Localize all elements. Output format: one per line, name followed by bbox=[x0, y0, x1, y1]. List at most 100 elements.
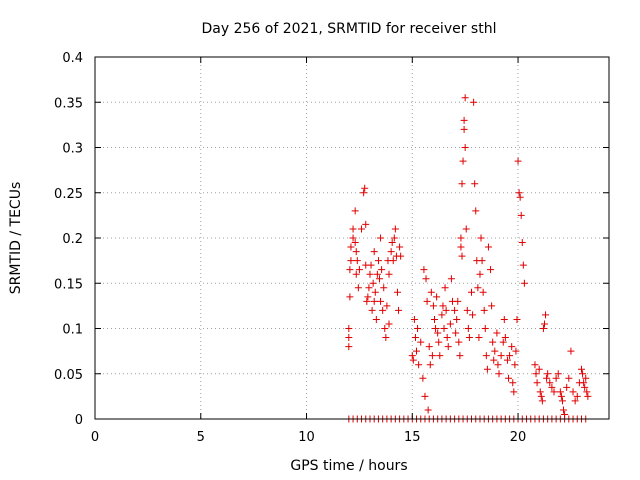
data-point bbox=[457, 234, 465, 242]
data-point bbox=[363, 297, 371, 305]
data-point bbox=[536, 388, 544, 396]
data-point bbox=[454, 297, 462, 305]
data-point bbox=[371, 288, 379, 296]
data-point bbox=[375, 275, 383, 283]
data-point bbox=[353, 257, 361, 265]
data-point bbox=[460, 125, 468, 133]
data-point bbox=[497, 352, 505, 360]
data-point bbox=[455, 338, 463, 346]
data-point bbox=[413, 347, 421, 355]
x-tick-label: 10 bbox=[298, 430, 315, 445]
data-point bbox=[510, 388, 518, 396]
data-point bbox=[573, 392, 581, 400]
data-point bbox=[458, 180, 466, 188]
data-point bbox=[440, 325, 448, 332]
data-point bbox=[453, 315, 461, 323]
data-point bbox=[367, 261, 375, 269]
y-tick-label: 0.15 bbox=[54, 277, 83, 292]
data-point bbox=[377, 297, 385, 305]
data-point bbox=[380, 284, 388, 292]
data-point bbox=[533, 379, 541, 387]
data-point bbox=[515, 189, 523, 197]
data-point bbox=[346, 293, 354, 301]
data-point bbox=[584, 392, 592, 400]
data-point bbox=[494, 361, 502, 369]
data-point bbox=[581, 383, 589, 391]
data-point bbox=[370, 248, 378, 256]
data-point bbox=[368, 306, 376, 314]
y-axis-label: SRMTID / TECUs bbox=[8, 182, 24, 295]
data-point bbox=[409, 356, 417, 364]
data-point bbox=[441, 284, 449, 292]
chart-title: Day 256 of 2021, SRMTID for receiver sth… bbox=[202, 21, 497, 37]
data-point bbox=[531, 361, 539, 369]
data-point bbox=[427, 288, 435, 296]
data-point bbox=[544, 370, 552, 378]
data-point bbox=[480, 306, 488, 314]
data-point bbox=[347, 257, 355, 265]
data-point bbox=[495, 370, 503, 378]
data-point bbox=[540, 320, 548, 328]
data-point bbox=[517, 211, 525, 219]
data-point bbox=[378, 266, 386, 274]
data-point bbox=[519, 261, 527, 269]
y-tick-label: 0.3 bbox=[62, 142, 83, 157]
data-point bbox=[352, 270, 360, 278]
x-axis-label: GPS time / hours bbox=[290, 458, 407, 474]
data-point bbox=[471, 180, 479, 188]
data-point bbox=[475, 334, 483, 342]
data-point bbox=[501, 334, 509, 342]
data-point bbox=[374, 257, 382, 265]
data-point bbox=[474, 284, 482, 292]
data-point bbox=[439, 302, 447, 310]
data-point bbox=[557, 392, 565, 400]
data-point bbox=[508, 343, 516, 351]
data-point bbox=[370, 297, 378, 305]
data-point bbox=[422, 275, 430, 283]
data-point bbox=[436, 352, 444, 360]
data-point bbox=[410, 315, 418, 323]
data-point bbox=[469, 311, 477, 319]
data-point bbox=[397, 252, 405, 260]
data-point bbox=[582, 374, 590, 382]
data-point bbox=[583, 388, 591, 396]
data-point bbox=[546, 379, 554, 387]
data-point bbox=[500, 315, 508, 323]
data-point bbox=[538, 397, 546, 405]
data-point bbox=[420, 266, 428, 274]
data-point bbox=[460, 116, 468, 124]
data-point bbox=[395, 306, 403, 314]
data-point bbox=[349, 234, 357, 242]
data-point bbox=[556, 388, 564, 396]
data-point bbox=[417, 338, 425, 346]
data-point bbox=[389, 257, 397, 265]
data-point bbox=[563, 383, 571, 391]
data-point bbox=[354, 284, 362, 292]
data-point bbox=[490, 356, 498, 364]
data-point bbox=[362, 220, 370, 228]
data-point bbox=[511, 361, 519, 369]
data-point bbox=[442, 306, 450, 314]
data-point bbox=[461, 94, 469, 102]
data-point bbox=[369, 279, 377, 287]
data-point bbox=[569, 388, 577, 396]
data-point bbox=[537, 392, 545, 400]
data-point bbox=[558, 397, 566, 405]
y-tick-label: 0.25 bbox=[54, 187, 83, 202]
data-point bbox=[414, 325, 422, 332]
data-point bbox=[345, 325, 353, 332]
data-point bbox=[377, 234, 385, 242]
data-point bbox=[451, 306, 459, 314]
data-point bbox=[365, 284, 373, 292]
y-axis-ticks: 0 0.05 0.1 0.15 0.2 0.25 0.3 0.35 0.4 bbox=[54, 51, 609, 428]
data-point bbox=[578, 365, 586, 373]
data-point bbox=[349, 225, 357, 233]
data-point bbox=[476, 270, 484, 278]
data-point bbox=[345, 334, 353, 342]
data-point bbox=[539, 325, 547, 332]
data-point bbox=[426, 361, 434, 369]
data-point bbox=[462, 225, 470, 233]
x-tick-label: 5 bbox=[197, 430, 205, 445]
y-tick-label: 0.35 bbox=[54, 96, 83, 111]
data-point bbox=[432, 325, 440, 332]
